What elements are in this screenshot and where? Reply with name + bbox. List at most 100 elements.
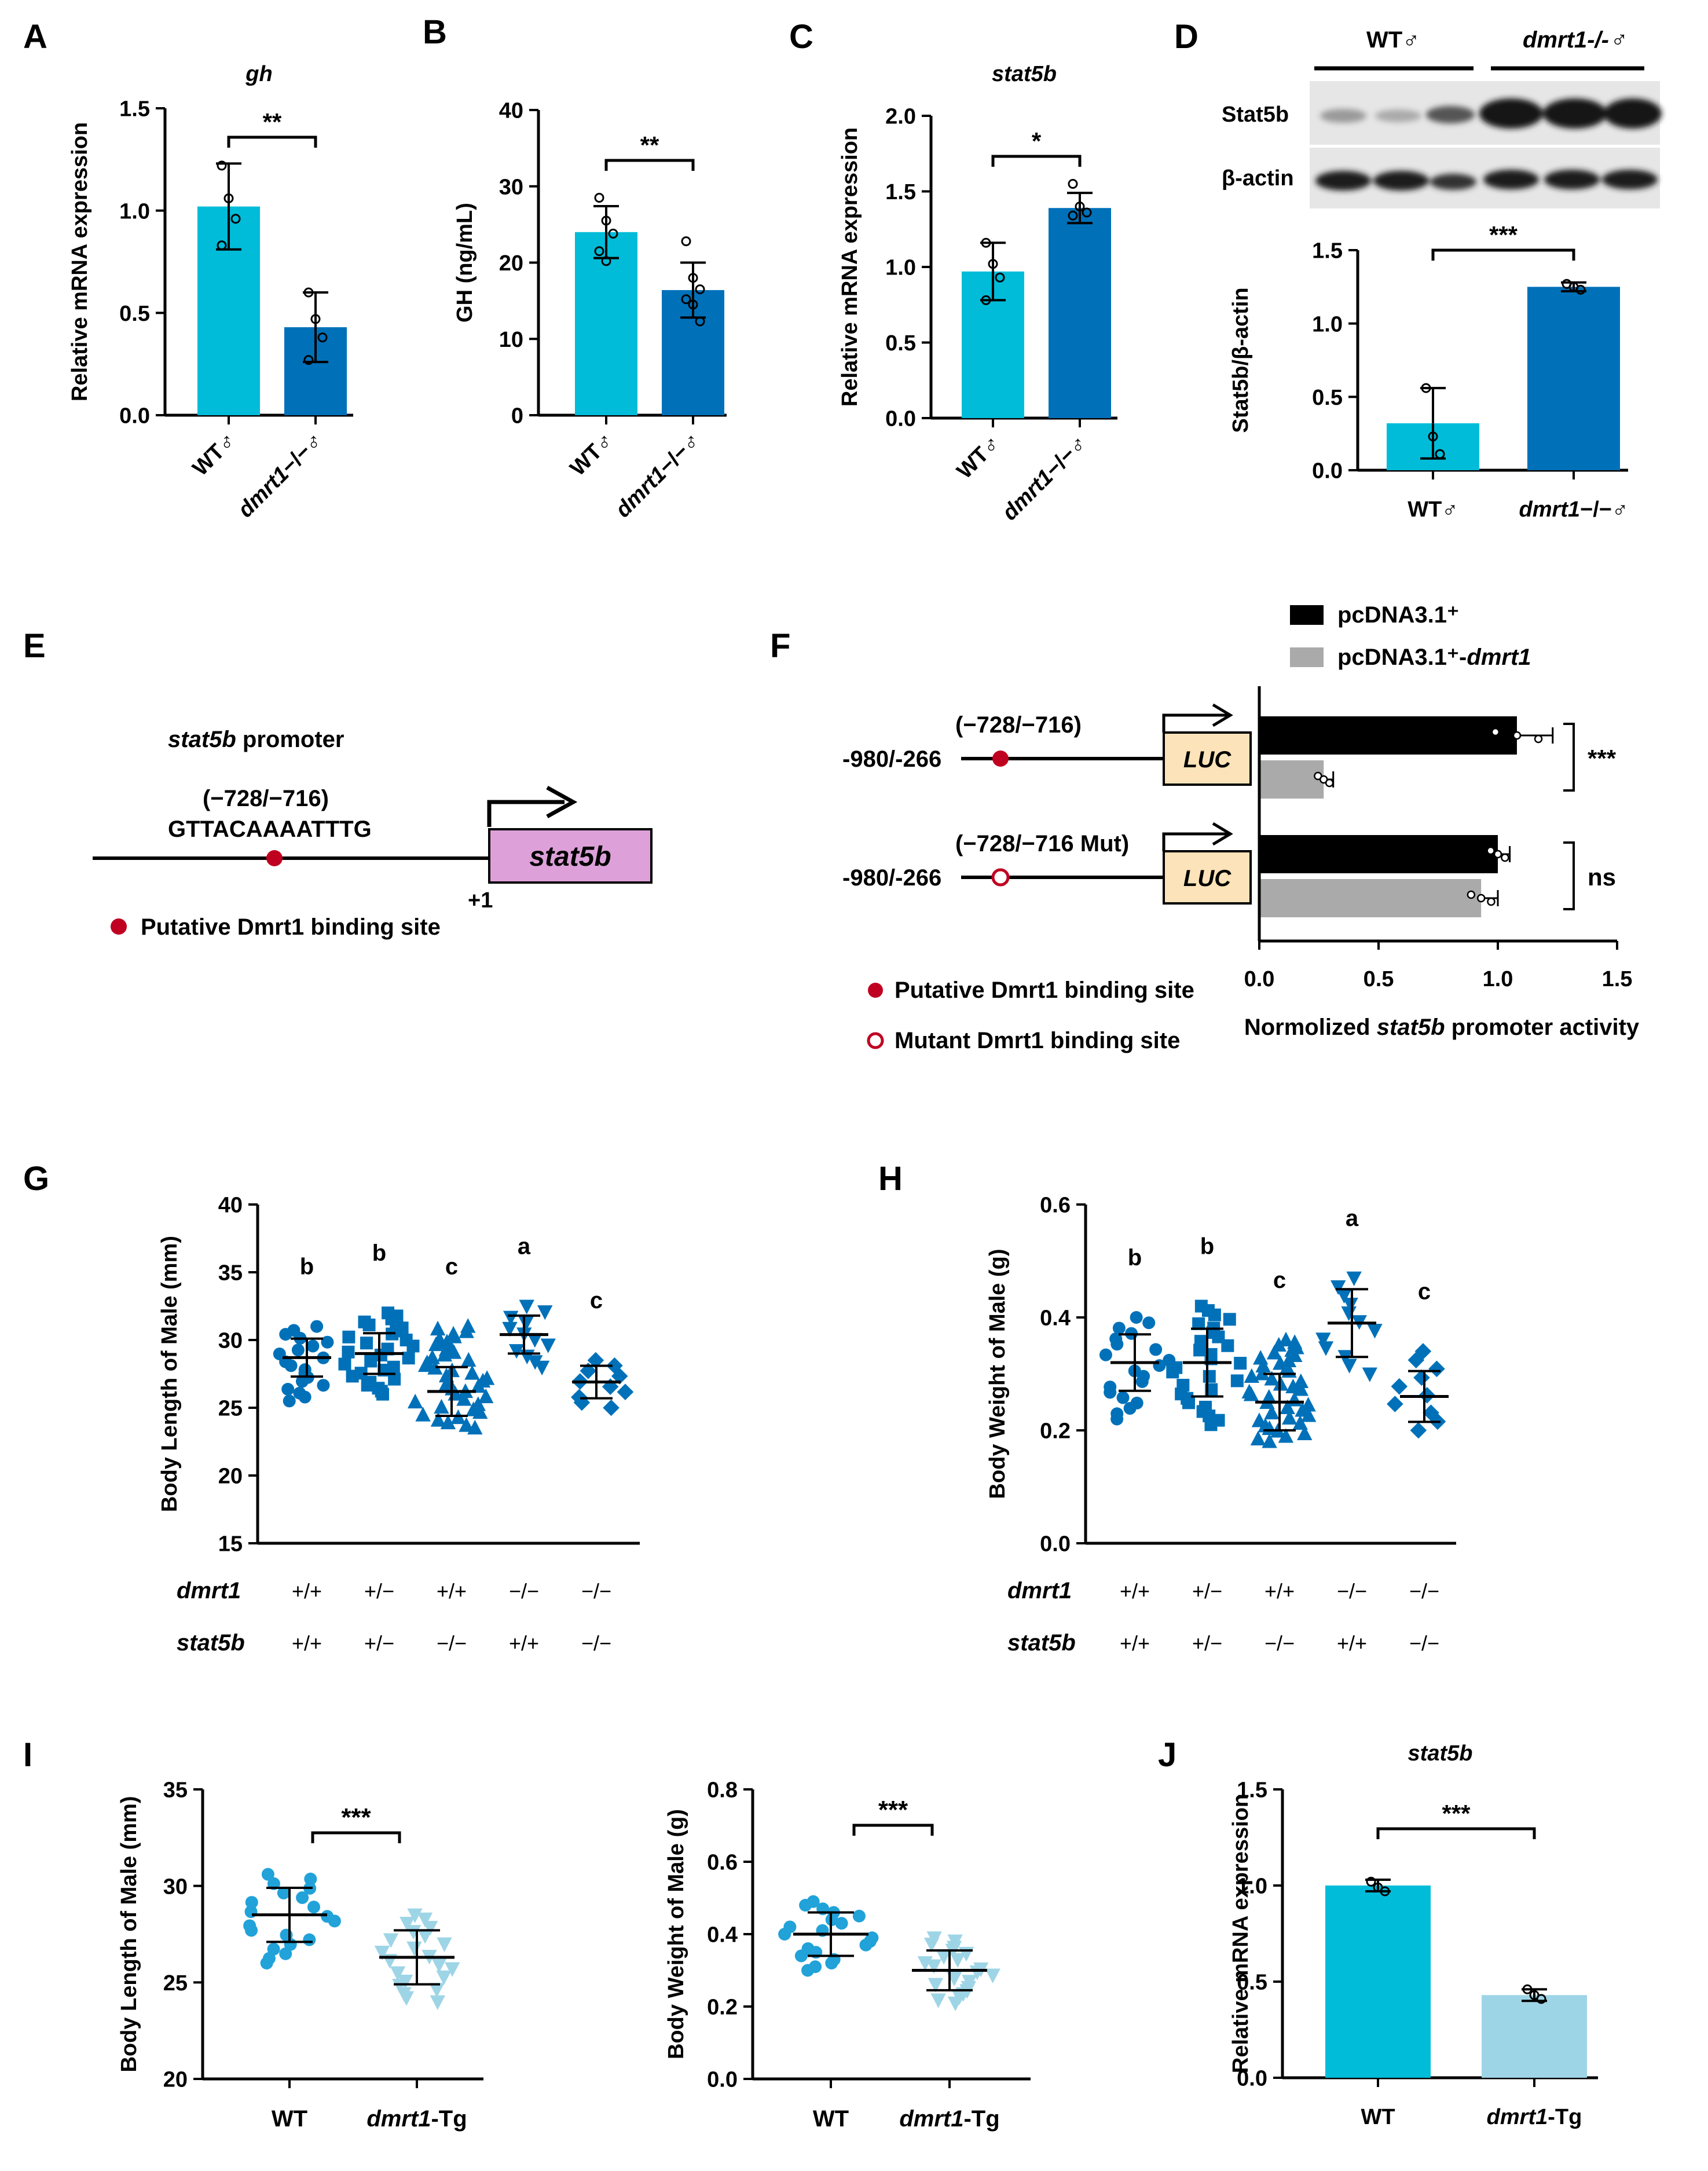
y-tick-label: 0.5 <box>1237 1971 1267 1995</box>
data-point <box>1476 894 1486 903</box>
data-point <box>382 1306 395 1320</box>
y-tick-label: 30 <box>163 1875 188 1899</box>
data-point <box>267 1942 280 1956</box>
construct-range: -980/-266 <box>842 865 941 891</box>
data-point <box>1491 727 1500 737</box>
data-point <box>1391 1378 1408 1395</box>
data-point <box>1261 1389 1277 1404</box>
category-label: dmrt1−/−♂ <box>998 431 1092 525</box>
data-point <box>1142 1316 1156 1330</box>
data-point <box>304 1872 317 1886</box>
data-point <box>981 295 991 305</box>
data-point <box>1099 1348 1112 1361</box>
genotype-value: +/+ <box>509 1631 539 1655</box>
significance-label: ** <box>263 108 282 136</box>
data-point <box>928 1978 944 1993</box>
data-point <box>296 1891 309 1905</box>
significance-label: ns <box>1588 863 1616 891</box>
y-tick-label: 0.0 <box>707 2068 738 2092</box>
y-axis-label: Body Length of Male (mm) <box>117 1796 141 2072</box>
data-point <box>431 1331 448 1346</box>
data-point <box>1280 1399 1295 1414</box>
data-point <box>1467 890 1476 899</box>
data-point <box>617 1383 634 1400</box>
data-point <box>387 1360 400 1374</box>
bar <box>1259 879 1482 917</box>
data-point <box>580 1363 597 1379</box>
data-point <box>245 1896 258 1909</box>
data-point <box>1297 1425 1313 1440</box>
data-point <box>947 1934 963 1949</box>
y-tick-label: 0 <box>511 404 523 429</box>
category-label: dmrt1-Tg <box>366 2106 467 2132</box>
legend-swatch <box>1290 605 1324 625</box>
data-point <box>303 287 314 298</box>
group-letter: c <box>1418 1279 1431 1305</box>
significance-bracket <box>311 1831 401 1843</box>
data-point <box>402 1352 415 1365</box>
blot-row-stat5b: Stat5b <box>1222 102 1289 127</box>
data-point <box>287 1324 300 1337</box>
genotype-value: −/− <box>509 1579 539 1603</box>
data-point <box>460 1318 476 1333</box>
genotype-value: −/− <box>1409 1631 1439 1655</box>
data-point <box>261 1868 274 1881</box>
y-tick-label: 35 <box>163 1778 188 1803</box>
data-point <box>1380 1886 1390 1897</box>
data-point <box>1109 1332 1123 1345</box>
gene-box <box>488 828 653 884</box>
data-point <box>415 1407 431 1422</box>
x-tick-label: 1.5 <box>1602 967 1633 991</box>
data-point <box>283 1394 296 1408</box>
data-point <box>1285 1378 1301 1393</box>
y-tick-label: 15 <box>218 1532 243 1557</box>
data-point <box>1130 1396 1143 1409</box>
data-point <box>695 316 705 327</box>
data-point <box>1501 853 1509 862</box>
category-label: WT <box>813 2106 849 2132</box>
significance-label: *** <box>341 1803 371 1832</box>
data-point <box>406 1941 422 1957</box>
significance-bracket <box>852 1824 934 1836</box>
data-point <box>293 1386 306 1400</box>
y-tick-label: 40 <box>218 1193 243 1218</box>
y-tick-label: 1.0 <box>1312 312 1343 336</box>
data-point <box>695 284 705 295</box>
panel-a-chart: gh 0.0 0.5 1.0 1.5 Relative mRNA expression WT… <box>68 62 353 522</box>
y-tick-label: 0.2 <box>707 1996 738 2020</box>
data-point <box>1575 284 1586 295</box>
bar <box>1259 835 1498 873</box>
significance-label: *** <box>878 1796 908 1824</box>
data-point <box>1428 1360 1445 1378</box>
data-point <box>1300 1397 1316 1412</box>
band-actin-1 <box>1315 171 1371 191</box>
band-stat5b-2 <box>1375 109 1421 122</box>
bar <box>1049 208 1111 418</box>
data-point <box>1255 1357 1271 1372</box>
panel-letter-i: I <box>23 1736 32 1774</box>
data-point <box>809 1960 822 1974</box>
data-point <box>423 1921 438 1936</box>
data-point <box>470 1396 486 1411</box>
genotype-value: −/− <box>581 1631 611 1655</box>
construct-site-label: (−728/−716 Mut) <box>955 831 1129 856</box>
tss-arrow <box>1162 713 1227 733</box>
data-point <box>527 1355 543 1370</box>
significance-bracket <box>1563 841 1575 910</box>
panel-letter-h: H <box>878 1160 903 1198</box>
data-point <box>417 1929 433 1944</box>
data-point <box>866 1931 879 1945</box>
legend-site-dot <box>868 983 883 998</box>
y-tick-label: 1.5 <box>1312 239 1343 263</box>
y-tick-label: 1.5 <box>1237 1778 1267 1803</box>
category-label: dmrt1−/−♂ <box>233 428 328 522</box>
data-point <box>1264 1404 1280 1419</box>
construct-site-label: (−728/−716) <box>955 712 1082 738</box>
data-point <box>1423 1404 1439 1421</box>
data-point <box>1281 1409 1298 1425</box>
category-label: WT♂ <box>1408 497 1458 522</box>
data-point <box>1176 1379 1190 1392</box>
data-point <box>430 1320 446 1336</box>
panel-letter-c: C <box>789 18 813 56</box>
y-tick-label: 1.0 <box>1237 1875 1267 1899</box>
